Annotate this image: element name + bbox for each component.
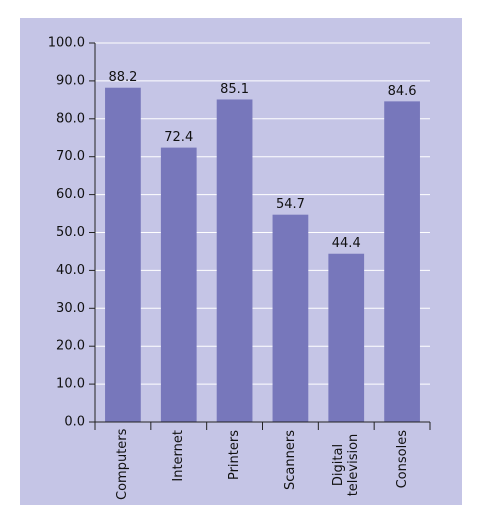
bar [105, 87, 141, 423]
x-tick-text: Printers [227, 430, 243, 481]
x-tick-label: Scanners [283, 430, 298, 510]
x-tick-text: Scanners [282, 430, 298, 490]
value-label: 84.6 [388, 84, 417, 99]
y-tick-label: 100.0 [48, 36, 85, 51]
value-label: 44.4 [332, 236, 361, 251]
y-tick-label: 60.0 [56, 187, 85, 202]
bar [160, 147, 197, 422]
y-tick-label: 0.0 [64, 415, 85, 430]
value-label: 72.4 [164, 130, 193, 145]
x-tick-label: Internet [171, 430, 186, 510]
y-tick-label: 10.0 [56, 377, 85, 392]
bar [272, 214, 309, 422]
y-tick-label: 90.0 [56, 73, 85, 88]
y-tick-label: 30.0 [56, 301, 85, 316]
x-tick-label: Digital television [331, 430, 361, 510]
x-tick-label: Computers [115, 428, 131, 510]
x-tick-text: Internet [171, 430, 187, 482]
y-tick-label: 40.0 [56, 263, 85, 278]
x-tick-label: Consoles [395, 430, 410, 510]
x-tick-text: Consoles [394, 430, 410, 489]
value-label: 85.1 [220, 82, 249, 97]
x-tick-text: Digital television [331, 433, 362, 497]
y-tick-label: 20.0 [56, 339, 85, 354]
x-tick-label: Printers [227, 430, 242, 510]
value-label: 88.2 [108, 70, 137, 85]
y-tick-label: 50.0 [56, 225, 85, 240]
x-tick-text: Computers [115, 428, 131, 500]
y-tick-label: 80.0 [56, 111, 85, 126]
bar [328, 253, 365, 422]
y-tick-label: 70.0 [56, 149, 85, 164]
bar [384, 101, 420, 422]
value-label: 54.7 [276, 197, 305, 212]
bar [216, 99, 253, 422]
